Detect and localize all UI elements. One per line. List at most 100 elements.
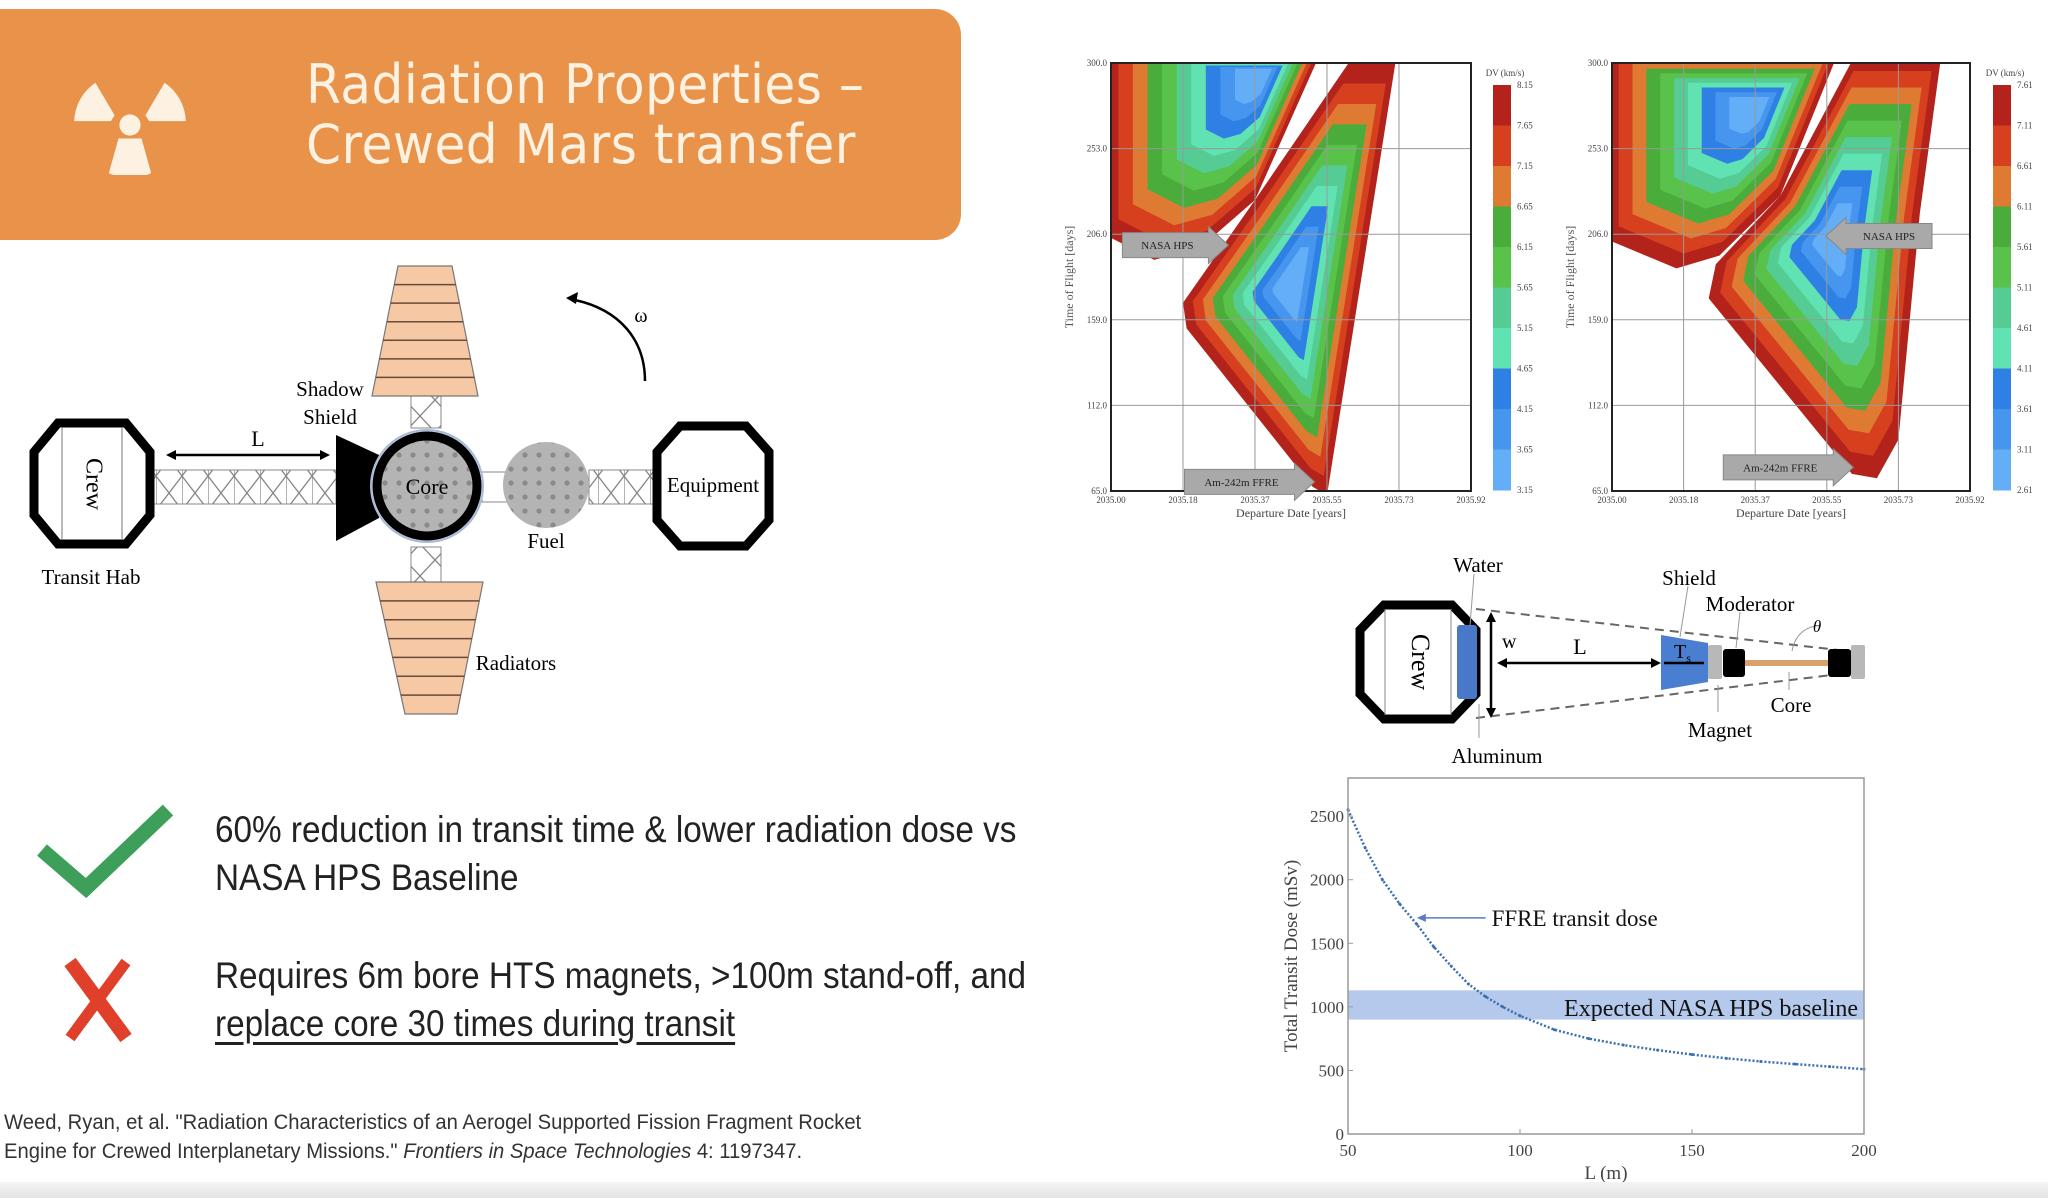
annotation-arrow [1722, 447, 1854, 487]
journal-name: Frontiers in Space Technologies [403, 1139, 692, 1163]
dose-point [1449, 964, 1453, 968]
y-tick-label: 2000 [1310, 871, 1344, 890]
colorbar-tick-label: 2.61 [2017, 485, 2033, 495]
colorbar-band [1493, 449, 1511, 491]
fuel-sphere [503, 442, 589, 528]
y-tick-label: 300.0 [1087, 58, 1108, 68]
x-tick-label: 50 [1340, 1141, 1357, 1160]
view-cone-bottom [1475, 670, 1866, 719]
contour-fills [1612, 63, 1941, 479]
y-tick-label: 2500 [1310, 807, 1344, 826]
y-tick-label: 206.0 [1588, 229, 1609, 239]
plot-area [1348, 778, 1864, 1134]
shield-length-label: L [1573, 634, 1586, 659]
colorbar-band [1993, 206, 2011, 248]
equipment-label: Equipment [667, 473, 759, 497]
x-tick-label: 2035.55 [1812, 495, 1842, 505]
dose-point [1518, 1014, 1522, 1018]
colorbar-tick-label: 7.11 [2017, 121, 2032, 131]
length-label: L [251, 426, 264, 451]
colorbar-tick-label: 6.65 [1517, 202, 1533, 212]
vehicle-diagram: Crew Transit Hab L Shadow Shield Core Fu… [29, 265, 774, 715]
y-tick-label: 65.0 [1091, 486, 1107, 496]
shield-label: Shield [303, 405, 357, 429]
y-tick-label: 206.0 [1087, 229, 1108, 239]
annotation-label: NASA HPS [1141, 240, 1193, 252]
colorbar-title: DV (km/s) [1986, 68, 2025, 78]
citation-line-1: Weed, Ryan, et al. "Radiation Characteri… [4, 1110, 862, 1134]
x-tick-label: 150 [1679, 1141, 1705, 1160]
dose-point [1363, 846, 1367, 850]
shadow-shield [336, 435, 379, 541]
colorbar-band [1493, 206, 1511, 248]
con-line-2: replace core 30 times during transit [215, 1003, 736, 1044]
colorbar-tick-label: 3.65 [1517, 445, 1533, 455]
colorbar-band [1493, 409, 1511, 450]
colorbar-band [1493, 287, 1511, 329]
y-tick-label: 159.0 [1588, 315, 1609, 325]
bottom-bar [0, 1182, 2048, 1198]
colorbar-band [1493, 368, 1511, 410]
y-tick-label: 159.0 [1087, 315, 1108, 325]
annotation-arrowhead [1416, 913, 1426, 922]
colorbar-tick-label: 3.15 [1517, 485, 1533, 495]
radiation-icon [74, 82, 186, 175]
colorbar-tick-label: 6.15 [1517, 242, 1533, 252]
x-axis-label: Departure Date [years] [1236, 506, 1346, 520]
colorbar-band [1993, 125, 2011, 167]
far-magnet-block [1828, 649, 1851, 677]
annotation-label: NASA HPS [1863, 231, 1915, 243]
dose-point [1587, 1037, 1591, 1041]
colorbar-band [1993, 247, 2011, 288]
con-line-1: Requires 6m bore HTS magnets, >100m stan… [215, 955, 1027, 996]
magnet-label: Magnet [1688, 718, 1752, 742]
y-tick-label: 253.0 [1588, 144, 1609, 154]
page-title: Radiation Properties – Crewed Mars trans… [306, 55, 864, 175]
x-tick-label: 200 [1851, 1141, 1877, 1160]
bottom-radiator [375, 581, 484, 715]
x-tick-label: 100 [1507, 1141, 1533, 1160]
y-axis-label: Total Transit Dose (mSv) [1281, 860, 1302, 1052]
colorbar-tick-label: 6.11 [2017, 202, 2032, 212]
colorbar-tick-label: 4.11 [2017, 364, 2032, 374]
colorbar-tick-label: 6.61 [2017, 161, 2033, 171]
con-bullet: Requires 6m bore HTS magnets, >100m stan… [215, 952, 1026, 1048]
dose-point [1690, 1053, 1694, 1057]
x-tick-label: 2035.92 [1456, 495, 1485, 505]
porkchop-plot-2: 2035.00 2035.18 2035.37 2035.55 2035.73 2035.… [1563, 58, 2033, 520]
x-tick-label: 2035.00 [1096, 495, 1126, 505]
x-tick-label: 2035.73 [1884, 495, 1914, 505]
y-tick-label: 1000 [1310, 998, 1344, 1017]
colorbar-band [1493, 125, 1511, 167]
y-tick-label: 500 [1319, 1061, 1345, 1080]
fuel-label: Fuel [527, 529, 565, 553]
shield-crew-label: Crew [1406, 634, 1435, 691]
plot-frame [1611, 62, 1971, 492]
colorbar-band [1993, 449, 2011, 491]
colorbar-band [1993, 287, 2011, 329]
colorbar-tick-label: 5.65 [1517, 283, 1533, 293]
w-label: w [1502, 631, 1517, 653]
x-tick-label: 2035.37 [1741, 495, 1771, 505]
colorbar-band [1993, 85, 2011, 126]
citation: Weed, Ryan, et al. "Radiation Characteri… [4, 1108, 861, 1166]
baseline-band-label: Expected NASA HPS baseline [1564, 996, 1858, 1022]
colorbar-band [1493, 328, 1511, 369]
x-mark-icon [64, 957, 132, 1043]
pro-line-2: NASA HPS Baseline [215, 857, 519, 898]
colorbar-tick-label: 7.61 [2017, 80, 2033, 90]
ts-label: Ts [1674, 641, 1691, 665]
moderator-block [1708, 645, 1722, 679]
dose-point [1380, 878, 1384, 882]
crew-hab-octagon: Crew [29, 418, 155, 549]
contour-fills [1111, 63, 1396, 491]
transit-hab-label: Transit Hab [42, 565, 141, 589]
dose-point [1793, 1062, 1797, 1066]
aluminum-label: Aluminum [1451, 744, 1542, 768]
plot-frame [1347, 777, 1865, 1135]
x-tick-label: 2035.92 [1955, 495, 1984, 505]
y-tick-label: 112.0 [1087, 400, 1107, 410]
length-arrow [166, 450, 330, 460]
rotation-arrow [566, 292, 647, 382]
colorbar-tick-label: 7.65 [1517, 121, 1533, 131]
